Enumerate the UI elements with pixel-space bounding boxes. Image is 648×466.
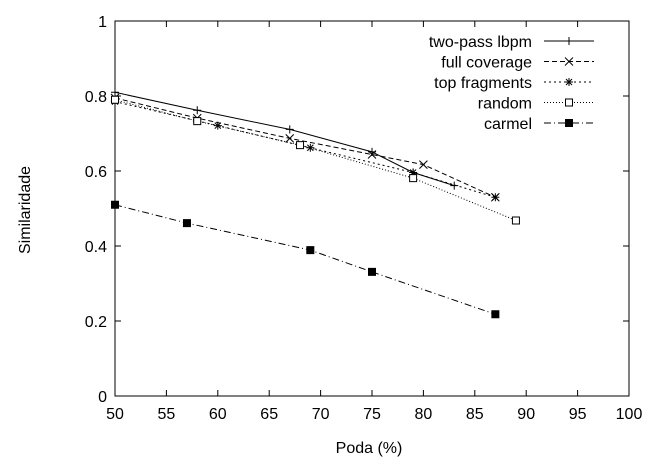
- data-point-full-coverage: [367, 150, 377, 159]
- marker-stroke: [564, 57, 574, 66]
- x-tick-label: 100: [616, 406, 643, 423]
- series-full-coverage: [110, 93, 500, 202]
- legend-marker: [565, 98, 573, 107]
- series-lines: [110, 88, 520, 319]
- y-tick-label: 1: [98, 14, 107, 31]
- marker-stroke: [367, 150, 377, 159]
- data-point-carmel: [111, 200, 119, 209]
- y-tick-label: 0.6: [85, 164, 107, 181]
- data-point-random: [296, 141, 305, 150]
- plot-frame: [114, 20, 630, 397]
- legend-marker: [565, 119, 573, 127]
- legend-label: random: [478, 96, 532, 113]
- legend-item-top-fragments: top fragments: [434, 75, 594, 92]
- series-line-random: [114, 99, 517, 221]
- y-axis-title: Similaridade: [17, 166, 34, 254]
- data-point-carmel: [491, 310, 500, 319]
- x-tick-label: 80: [415, 406, 433, 423]
- legend-item-carmel: carmel: [484, 116, 594, 133]
- data-point-two-pass-lbpm: [193, 106, 202, 115]
- data-point-two-pass-lbpm: [450, 181, 459, 190]
- x-tick-label: 95: [569, 406, 587, 423]
- x-tick-label: 50: [106, 406, 124, 423]
- data-point-full-coverage: [419, 160, 428, 169]
- y-tick-label: 0.4: [85, 239, 107, 256]
- legend-marker: [564, 57, 574, 66]
- legend-marker: [565, 37, 573, 45]
- series-random: [111, 95, 520, 225]
- marker-stroke: [214, 122, 222, 129]
- data-point-carmel: [306, 246, 315, 255]
- marker-stroke: [419, 160, 428, 169]
- series-carmel: [111, 200, 500, 319]
- series-line-top-fragments: [114, 101, 496, 198]
- marker-stroke: [492, 193, 499, 201]
- legend-item-two-pass-lbpm: two-pass lbpm: [429, 34, 594, 51]
- legend-item-random: random: [478, 96, 594, 113]
- y-tick-label: 0.8: [85, 89, 107, 106]
- x-tick-label: 85: [466, 406, 484, 423]
- series-line-two-pass-lbpm: [114, 91, 455, 187]
- y-tick-label: 0: [98, 389, 107, 406]
- marker-stroke: [285, 134, 295, 143]
- data-point-random: [409, 174, 418, 183]
- legend-label: carmel: [484, 116, 532, 133]
- x-tick-label: 70: [312, 406, 330, 423]
- x-tick-label: 60: [209, 406, 227, 423]
- x-tick-label: 65: [260, 406, 278, 423]
- data-point-full-coverage: [285, 134, 295, 143]
- data-point-random: [111, 95, 119, 104]
- x-tick-label: 90: [517, 406, 535, 423]
- x-tick-label: 75: [363, 406, 381, 423]
- x-tick-label: 55: [158, 406, 176, 423]
- data-point-random: [511, 216, 520, 225]
- marker-stroke: [565, 78, 573, 86]
- axes: 50 55 60 65 70 75 80 85 90 95 100 0 0.2 0.4 0.6 0.8 1: [85, 14, 643, 423]
- data-point-two-pass-lbpm: [285, 125, 294, 134]
- series-line-carmel: [114, 204, 496, 315]
- data-point-carmel: [368, 267, 376, 276]
- series-two-pass-lbpm: [111, 88, 459, 190]
- legend: two-pass lbpm full coverage top fragments r…: [429, 34, 594, 133]
- series-top-fragments: [111, 97, 500, 202]
- data-point-top-fragments: [491, 193, 500, 202]
- legend-item-full-coverage: full coverage: [441, 55, 594, 72]
- legend-label: two-pass lbpm: [429, 34, 532, 51]
- x-axis-title: Poda (%): [336, 440, 403, 457]
- data-point-two-pass-lbpm: [111, 88, 119, 97]
- data-point-top-fragments: [213, 121, 222, 130]
- legend-label: full coverage: [441, 55, 532, 72]
- data-point-random: [193, 117, 202, 126]
- data-point-carmel: [182, 219, 191, 228]
- legend-label: top fragments: [434, 75, 532, 92]
- legend-marker: [565, 78, 573, 86]
- y-tick-label: 0.2: [85, 314, 107, 331]
- series-line-full-coverage: [114, 97, 496, 198]
